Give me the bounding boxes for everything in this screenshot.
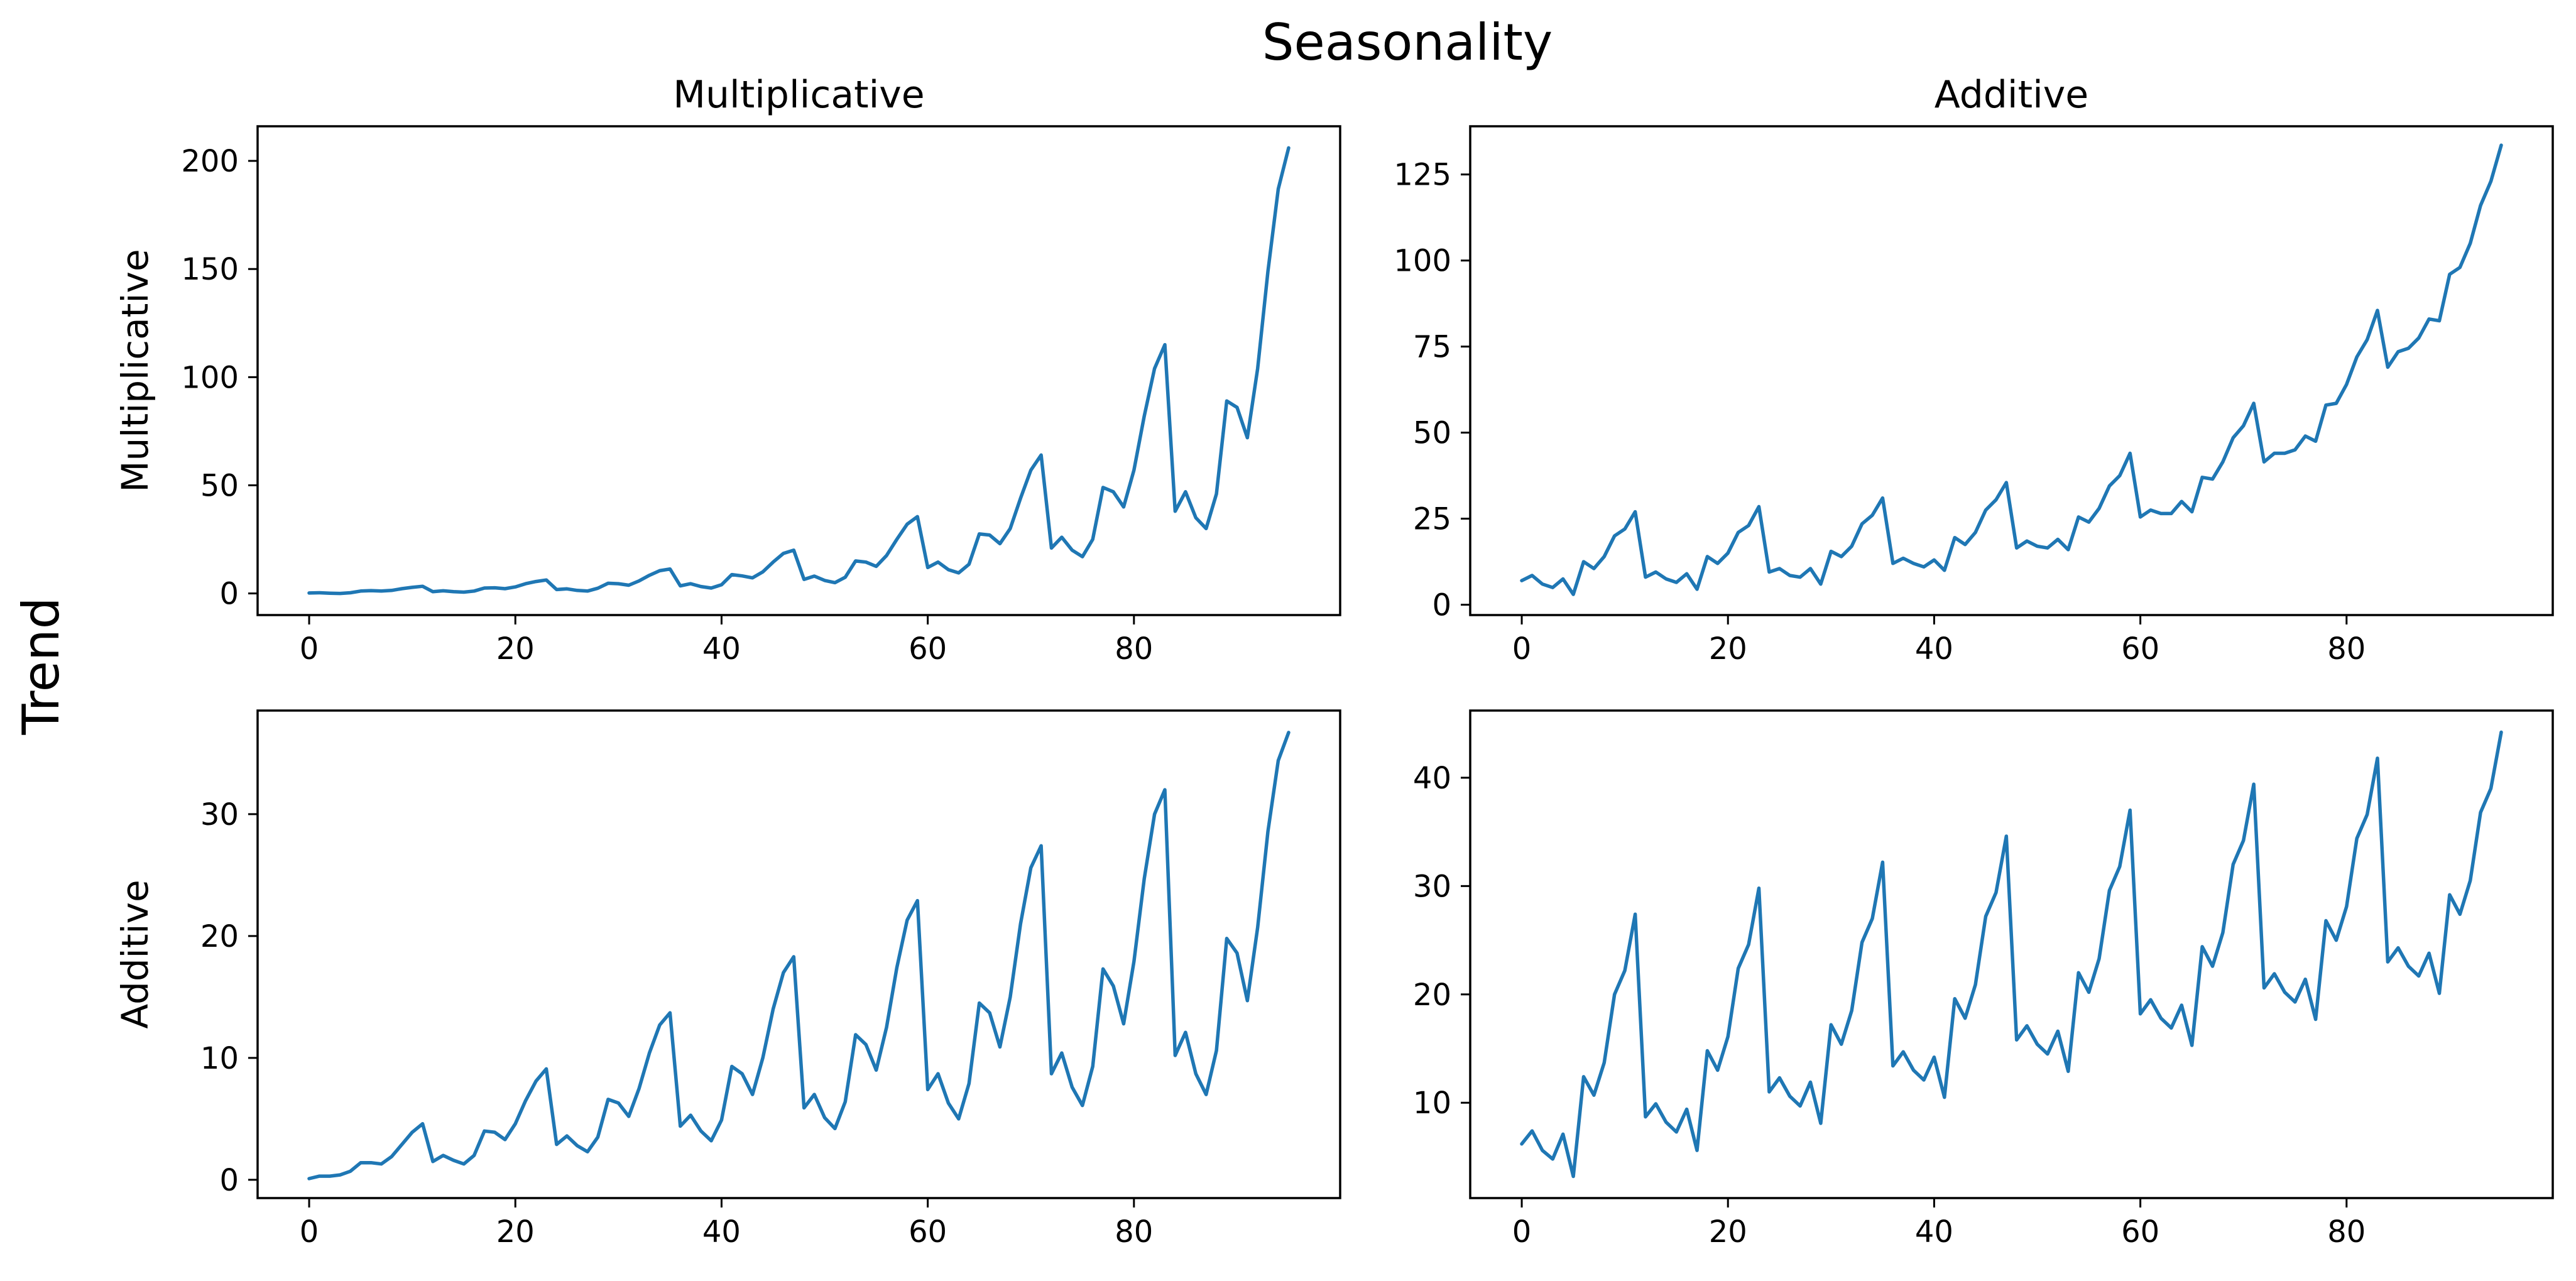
subplot-3: 0 20 40 60 80 0 10 20 30 Additive [114, 709, 1341, 1250]
y-tick-label: 100 [1394, 244, 1451, 279]
y-tick-label: 10 [200, 1041, 239, 1076]
x-tick-label: 20 [1709, 631, 1747, 667]
series-line [1520, 143, 2503, 596]
y-tick-label: 0 [1432, 588, 1451, 623]
x-tick-label: 80 [1115, 1214, 1153, 1250]
axes-frame [256, 709, 1341, 1199]
x-tick-label: 60 [909, 1214, 947, 1250]
axes-frame [1469, 125, 2554, 616]
series-line [307, 146, 1291, 596]
axes-frame [1469, 709, 2554, 1199]
x-tick-label: 20 [1709, 1214, 1747, 1250]
y-axis-label: Multiplicative [114, 249, 156, 492]
y-tick-label: 75 [1413, 330, 1451, 365]
y-tick-label: 50 [200, 468, 239, 503]
y-tick-label: 40 [1413, 761, 1451, 796]
x-tick-label: 40 [702, 631, 741, 667]
y-tick-label: 125 [1394, 158, 1451, 193]
x-tick-label: 80 [2327, 1214, 2366, 1250]
y-tick-label: 20 [1413, 978, 1451, 1013]
y-tick-label: 50 [1413, 416, 1451, 451]
series-line [1520, 730, 2503, 1179]
y-tick-label: 30 [200, 797, 239, 832]
subplot-title: Multiplicative [673, 73, 924, 117]
x-tick-label: 40 [1915, 1214, 1953, 1250]
subplot-grid: 0 20 40 60 80050100150200MultiplicativeMulti… [114, 73, 2554, 1250]
x-tick-label: 60 [2121, 631, 2159, 667]
subplot-title: Additive [1935, 73, 2088, 117]
y-tick-label: 150 [181, 252, 239, 287]
axes-frame [256, 125, 1341, 616]
x-tick-label: 0 [300, 631, 319, 667]
y-tick-label: 200 [181, 144, 239, 179]
y-axis-label: Additive [114, 880, 156, 1028]
x-tick-label: 60 [2121, 1214, 2159, 1250]
x-tick-label: 40 [702, 1214, 741, 1250]
subplot-2: 0 20 40 60 80 0 25 50 75 100 125 Additive [1394, 73, 2554, 667]
row-supertitle: Trend [12, 597, 70, 736]
y-tick-label: 30 [1413, 869, 1451, 904]
y-tick-label: 0 [219, 1163, 239, 1198]
y-tick-label: 0 [219, 577, 239, 612]
x-tick-label: 0 [300, 1214, 319, 1250]
x-tick-label: 0 [1512, 1214, 1532, 1250]
subplot-1: 0 20 40 60 80 0 50 100 150 200 Multiplicative Multi… [114, 73, 1341, 667]
subplot-4: 0 20 40 60 80 10 20 30 40 [1413, 709, 2554, 1250]
x-tick-label: 0 [1512, 631, 1532, 667]
x-tick-label: 80 [2327, 631, 2366, 667]
series-line [307, 731, 1291, 1180]
y-tick-label: 25 [1413, 502, 1451, 537]
y-tick-label: 20 [200, 919, 239, 954]
x-tick-label: 60 [909, 631, 947, 667]
y-tick-label: 10 [1413, 1086, 1451, 1121]
x-tick-label: 40 [1915, 631, 1953, 667]
x-tick-label: 80 [1115, 631, 1153, 667]
x-tick-label: 20 [496, 631, 535, 667]
figure-title: Seasonality [1262, 13, 1553, 72]
x-tick-label: 20 [496, 1214, 535, 1250]
y-tick-label: 100 [181, 360, 239, 395]
